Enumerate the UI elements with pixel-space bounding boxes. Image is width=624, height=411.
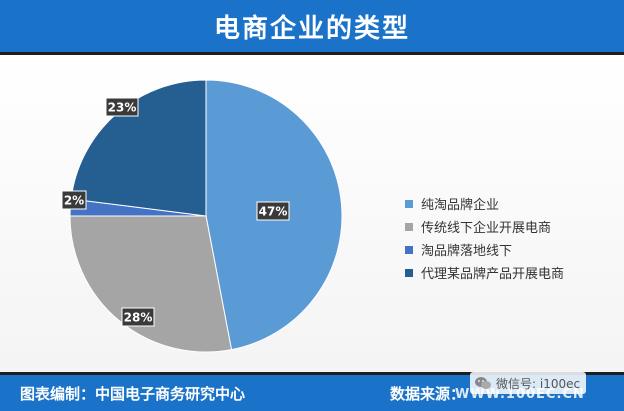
legend-swatch (405, 268, 413, 277)
chart-area: 47% 28% 2% 23% 纯淘品牌企业传统线下企业开展电商 淘品牌落地线下代理某品牌… (0, 55, 624, 372)
legend-label: 淘品牌落地线下 (421, 244, 513, 259)
pie-data-label-text: 47% (259, 205, 288, 219)
legend-swatch (405, 222, 413, 231)
data-source-label: 数据来源： (390, 385, 466, 403)
legend-item-1: 纯淘品牌企业 (405, 192, 564, 215)
title-divider (0, 52, 624, 55)
pie-data-label-3: 2% (61, 190, 87, 210)
legend-label: 代理某品牌产品开展电商 (421, 267, 565, 282)
pie-data-label-1: 47% (256, 201, 290, 221)
pie-data-label-text: 28% (124, 311, 153, 325)
pie-data-label-text: 23% (108, 101, 137, 115)
watermark-text: 微信号: i100ec (496, 376, 581, 391)
legend-label: 传统线下企业开展电商 (421, 221, 552, 236)
chart-legend: 纯淘品牌企业传统线下企业开展电商 淘品牌落地线下代理某品牌产品开展电商 (405, 192, 564, 284)
chart-title: 电商企业的类型 (213, 13, 410, 44)
legend-swatch (405, 199, 413, 208)
pie-data-label-2: 28% (121, 307, 155, 327)
pie-chart: 47% 28% 2% 23% (61, 79, 343, 353)
compiler-credit: 图表编制：中国电子商务研究中心 (20, 385, 246, 403)
legend-item-3: 淘品牌落地线下 (405, 238, 564, 261)
wechat-icon (475, 377, 491, 389)
title-bar: 电商企业的类型 (0, 0, 624, 52)
legend-swatch (405, 245, 413, 254)
legend-label: 纯淘品牌企业 (421, 198, 500, 213)
pie-data-label-4: 23% (105, 97, 139, 117)
watermark: 微信号: i100ec (470, 372, 587, 394)
pie-slice-2 (69, 215, 233, 353)
footer-divider (0, 372, 624, 375)
legend-item-2: 传统线下企业开展电商 (405, 215, 564, 238)
pie-data-label-text: 2% (64, 194, 84, 208)
pie-slice-4 (70, 79, 207, 217)
legend-item-4: 代理某品牌产品开展电商 (405, 261, 564, 284)
